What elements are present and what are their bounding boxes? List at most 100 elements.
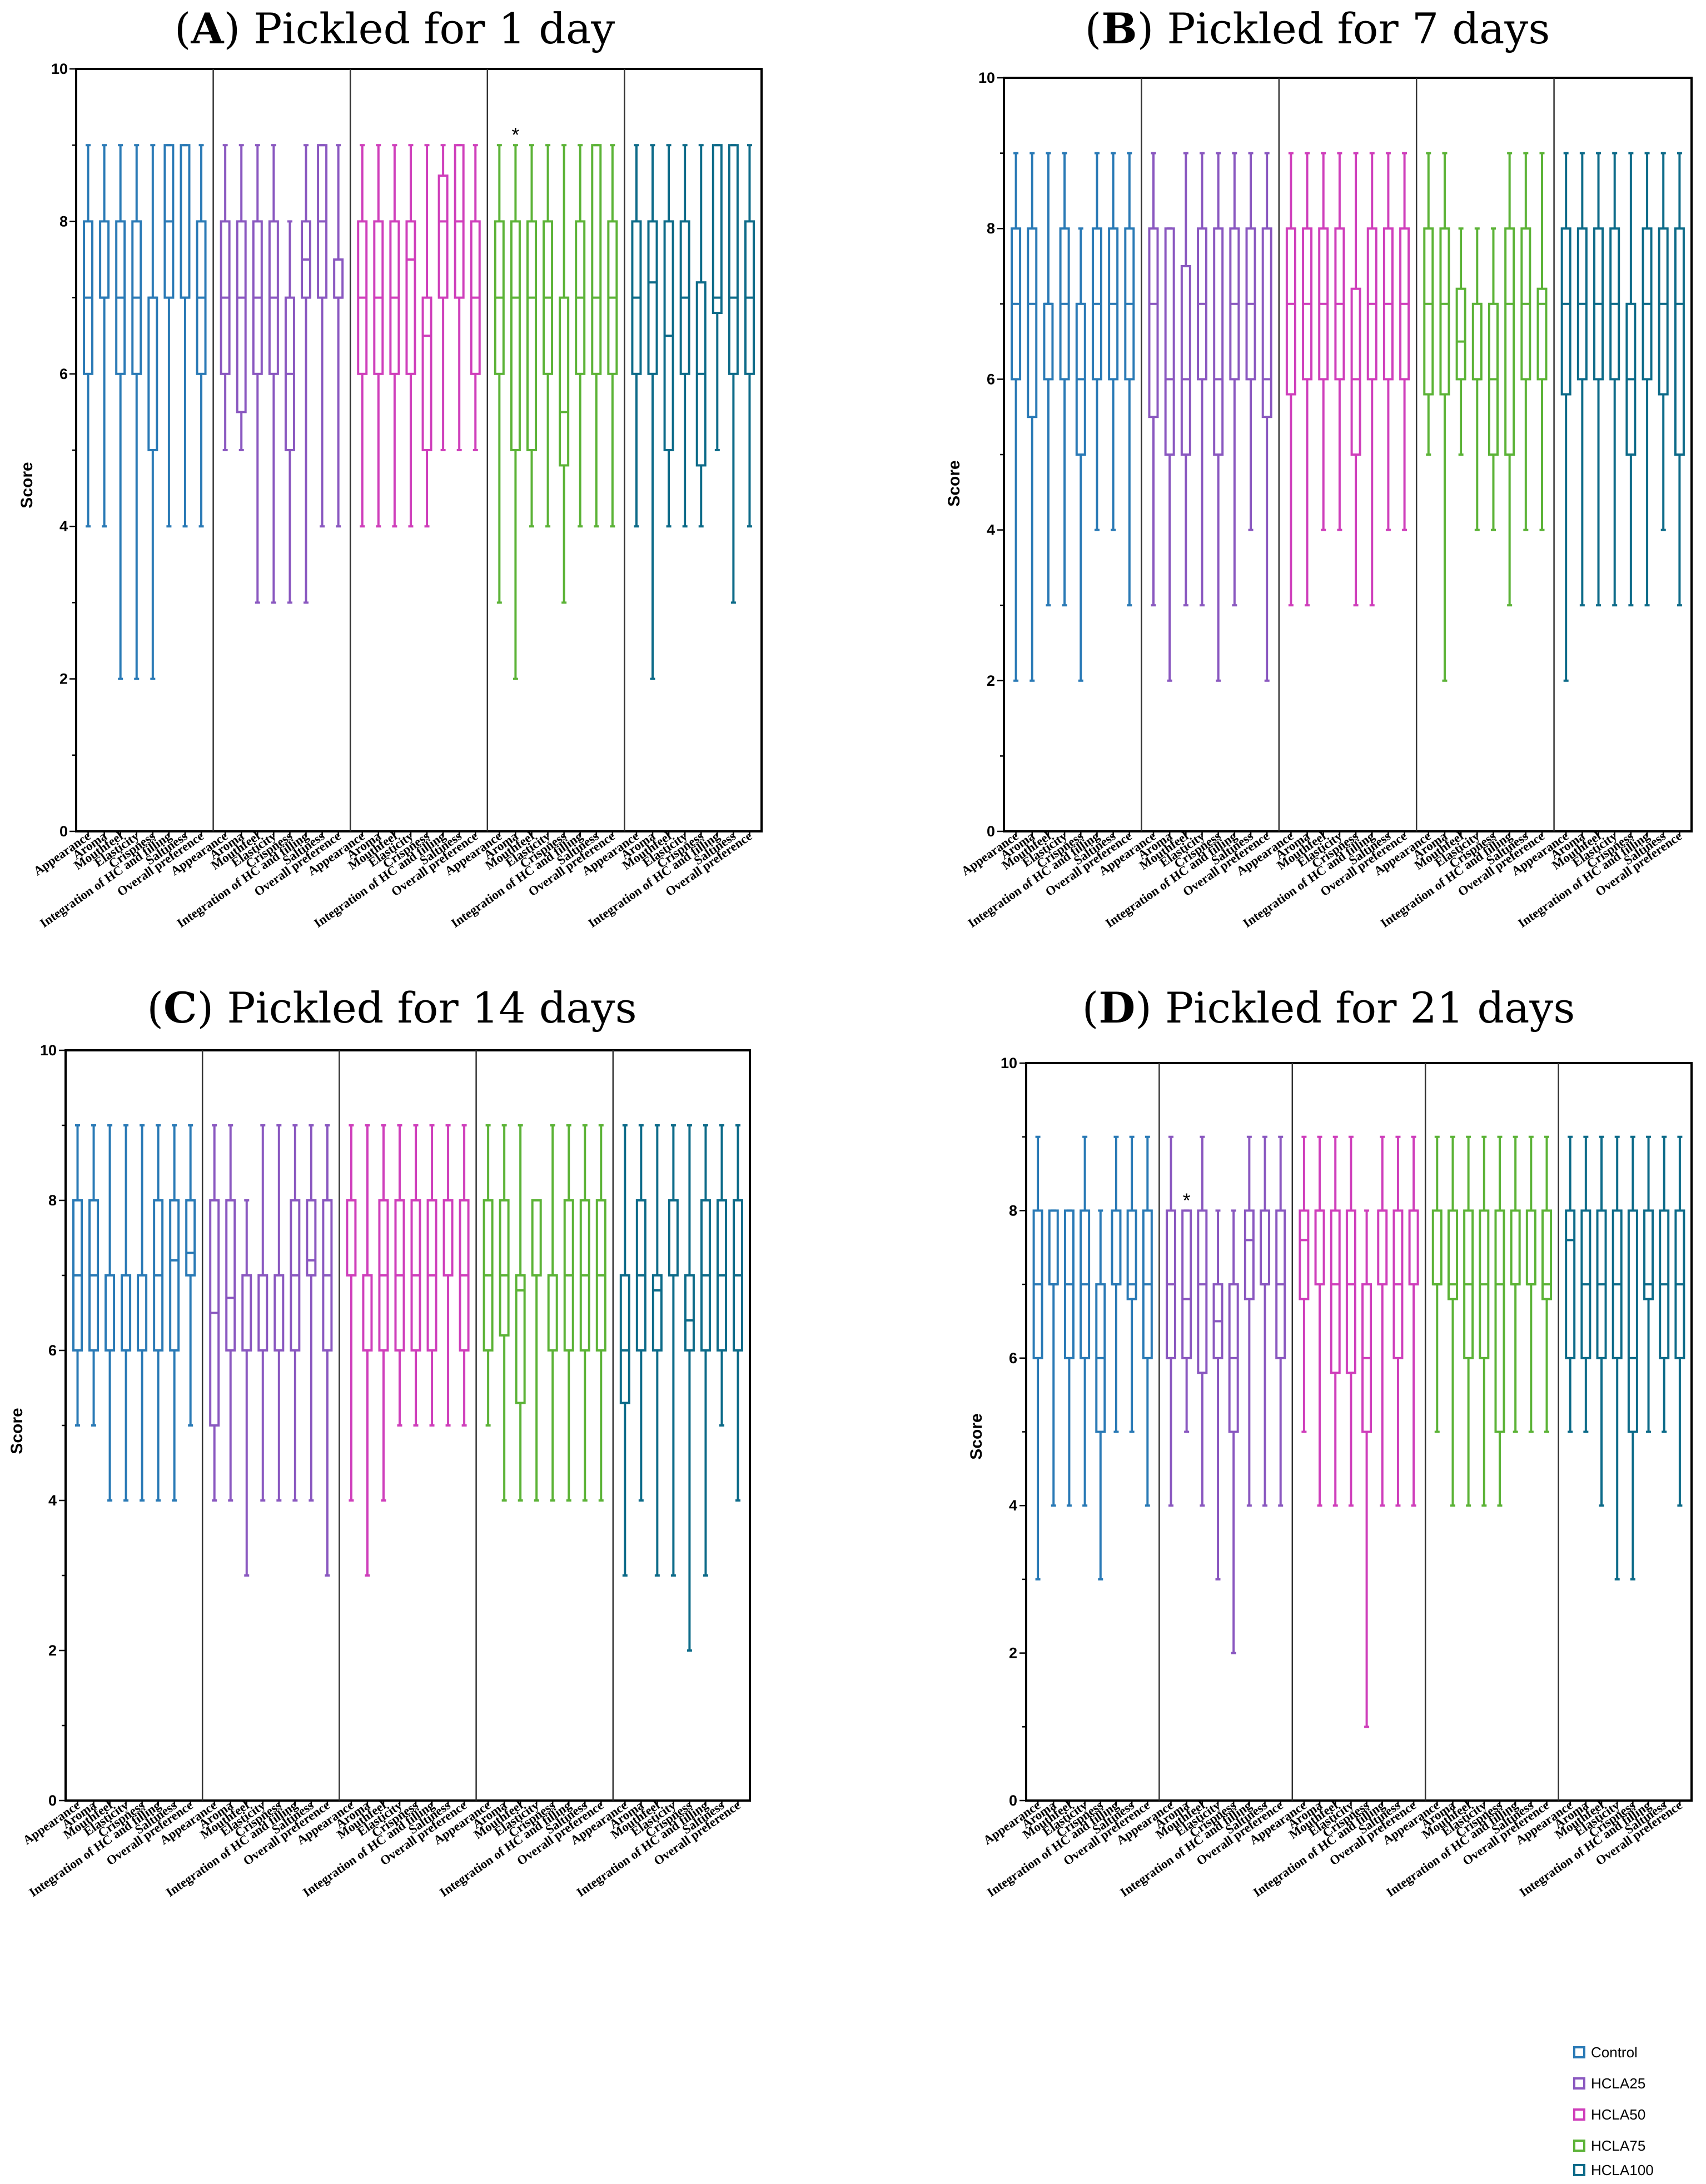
- box-hcla75-crispness: [559, 144, 570, 604]
- box-iqr: [712, 144, 723, 315]
- panel-b-ylabel: Score: [945, 460, 963, 506]
- box-hcla25-appearance: [1148, 152, 1159, 607]
- box-control-aroma: [88, 1124, 100, 1427]
- box-iqr: [1111, 1209, 1122, 1286]
- legend-label-hcla75: HCLA75: [1591, 2137, 1645, 2154]
- box-iqr: [668, 1199, 679, 1277]
- box-hcla75-overall-preference: [595, 1124, 606, 1502]
- box-hcla50-aroma: [362, 1124, 373, 1577]
- box-hcla25-overall-preference: [1261, 152, 1272, 682]
- panel-b-frame: [1003, 77, 1693, 832]
- box-hcla75-appearance: [1431, 1135, 1443, 1433]
- box-iqr: [180, 144, 191, 299]
- box-hcla50-overall-preference: [1399, 152, 1410, 531]
- panel-a-ytick-label: 2: [59, 671, 68, 687]
- box-control-appearance: [1032, 1135, 1043, 1580]
- box-control-overall-preference: [1142, 1135, 1153, 1507]
- panel-b-ytick-label: 2: [987, 672, 995, 689]
- box-iqr: [1048, 1209, 1059, 1286]
- box-iqr: [442, 1199, 454, 1277]
- box-hcla25-mouthfeel: [1180, 152, 1191, 607]
- panel-d: (D) Pickled for 21 days Score 0246810App…: [967, 983, 1693, 1899]
- box-control-aroma: [1027, 152, 1038, 682]
- box-iqr: [619, 1274, 630, 1404]
- box-control-integration-of-hc-and-filling: [153, 1124, 164, 1502]
- box-iqr: [147, 296, 158, 451]
- box-hcla25-crispness: [284, 220, 295, 604]
- box-hcla25-elasticity: [257, 1124, 268, 1502]
- panel-c-ytick-label: 6: [48, 1342, 57, 1359]
- box-hcla75-overall-preference: [1536, 152, 1548, 531]
- box-iqr: [1261, 227, 1272, 418]
- box-iqr: [1494, 1209, 1505, 1433]
- box-hcla25-saltiness: [1245, 152, 1256, 531]
- box-iqr: [1439, 227, 1450, 396]
- panel-a-ytick-label: 8: [59, 213, 68, 230]
- box-hcla50-aroma: [1314, 1135, 1325, 1507]
- box-iqr: [1180, 265, 1191, 456]
- box-hcla100-saltiness: [1659, 1135, 1670, 1433]
- box-hcla25-saltiness: [317, 144, 328, 528]
- box-hcla75-overall-preference: [607, 144, 618, 528]
- box-hcla100-aroma: [647, 144, 658, 680]
- box-control-saltiness: [1126, 1135, 1137, 1433]
- box-control-saltiness: [180, 144, 191, 528]
- box-hcla50-integration-of-hc-and-filling: [1377, 1135, 1388, 1507]
- box-hcla75-mouthfeel: [526, 144, 537, 528]
- box-hcla25-overall-preference: [333, 144, 344, 528]
- box-hcla50-aroma: [373, 144, 384, 528]
- legend-swatch-hcla25: [1573, 2077, 1585, 2090]
- box-iqr: [1408, 1209, 1419, 1286]
- panel-b-ytick-label: 6: [987, 371, 995, 387]
- box-iqr: [1447, 1209, 1458, 1300]
- box-iqr: [1674, 227, 1685, 456]
- box-hcla100-elasticity: [1609, 152, 1620, 607]
- panel-d-frame: [1025, 1062, 1693, 1802]
- box-iqr: [1314, 1209, 1325, 1286]
- box-hcla25-elasticity: [1197, 152, 1208, 607]
- box-iqr: [647, 220, 658, 375]
- legend-item-hcla50: HCLA50: [1573, 2106, 1645, 2123]
- box-hcla25-integration-of-hc-and-filling: [301, 144, 312, 604]
- panel-a-ytick-label: 10: [51, 61, 68, 77]
- box-hcla50-appearance: [1285, 152, 1296, 607]
- box-hcla50-crispness: [1350, 152, 1361, 607]
- box-hcla100-aroma: [635, 1124, 646, 1502]
- box-hcla100-overall-preference: [744, 144, 755, 528]
- panel-a-title: (A) Pickled for 1 day: [175, 4, 615, 53]
- box-hcla100-aroma: [1576, 152, 1588, 607]
- box-iqr: [1330, 1209, 1341, 1374]
- legend-item-hcla75: HCLA75: [1573, 2137, 1645, 2154]
- box-iqr: [728, 144, 739, 375]
- box-control-mouthfeel: [1043, 152, 1054, 607]
- box-hcla50-integration-of-hc-and-filling: [1366, 152, 1377, 607]
- legend-item-hcla25: HCLA25: [1573, 2075, 1645, 2092]
- panel-a-ytick-label: 6: [59, 366, 68, 382]
- box-hcla75-elasticity: [531, 1199, 542, 1502]
- panel-c-ytick-label: 8: [48, 1192, 57, 1209]
- panel-a-ytick-label: 0: [59, 823, 68, 840]
- box-hcla50-integration-of-hc-and-filling: [426, 1124, 437, 1427]
- panel-d-title-text: Pickled for 21 days: [1165, 983, 1575, 1033]
- legend-swatch-hcla75: [1573, 2140, 1585, 2152]
- box-iqr: [105, 1274, 116, 1352]
- box-hcla50-appearance: [1299, 1135, 1310, 1433]
- box-hcla75-elasticity: [543, 144, 554, 528]
- box-hcla50-mouthfeel: [1330, 1135, 1341, 1507]
- box-iqr: [1350, 287, 1361, 456]
- box-iqr: [273, 1274, 285, 1352]
- box-control-saltiness: [1108, 152, 1119, 531]
- box-hcla25-aroma: [1181, 1209, 1192, 1433]
- box-hcla100-mouthfeel: [1593, 152, 1604, 607]
- box-control-aroma: [99, 144, 110, 528]
- legend-label-hcla25: HCLA25: [1591, 2075, 1645, 2092]
- box-hcla100-integration-of-hc-and-filling: [700, 1124, 711, 1577]
- box-hcla75-integration-of-hc-and-filling: [575, 144, 586, 528]
- box-hcla75-aroma: [1447, 1135, 1458, 1507]
- box-hcla75-appearance: [494, 144, 505, 604]
- box-hcla100-saltiness: [1658, 152, 1669, 531]
- box-iqr: [1510, 1209, 1521, 1286]
- panel-b-ytick-label: 4: [987, 522, 995, 538]
- box-control-integration-of-hc-and-filling: [1111, 1135, 1122, 1433]
- legend: Control HCLA25 HCLA50 HCLA75 HCLA100: [1573, 2044, 1654, 2178]
